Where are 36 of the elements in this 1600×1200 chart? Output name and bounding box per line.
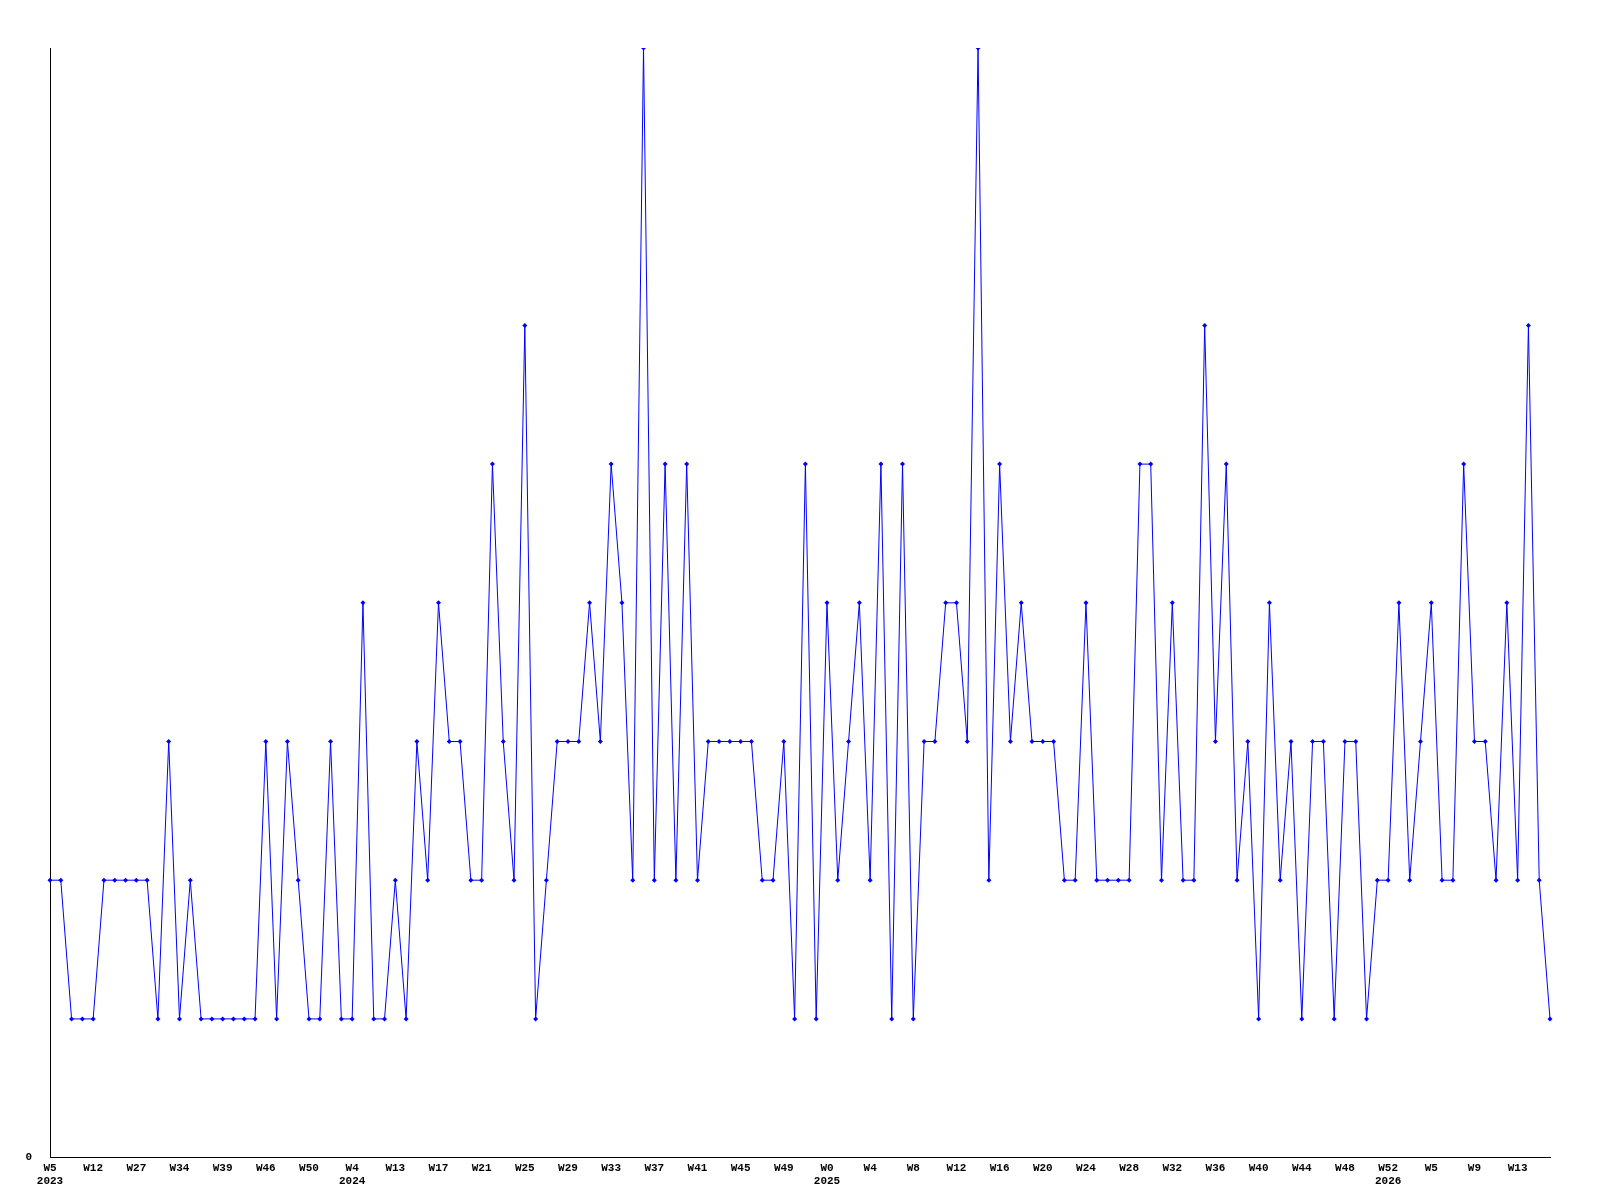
x-tick-label: W0 2025: [813, 1161, 841, 1188]
x-tick-label: W16: [989, 1161, 1010, 1174]
x-tick-label: W5: [1424, 1161, 1439, 1174]
x-tick-label: W4: [863, 1161, 878, 1174]
x-tick-label: W37: [644, 1161, 665, 1174]
x-tick-label: W13: [385, 1161, 406, 1174]
x-tick-label: W44: [1291, 1161, 1313, 1174]
x-tick-label: W34: [169, 1161, 190, 1174]
x-tick-label: W32: [1162, 1161, 1183, 1174]
x-tick-label: W45: [730, 1161, 751, 1174]
x-tick-label: W24: [1076, 1161, 1097, 1174]
x-tick-label: W40: [1248, 1161, 1269, 1174]
x-tick-label: W9: [1467, 1161, 1482, 1174]
x-tick-label: W33: [601, 1161, 622, 1174]
x-tick-label: W21: [471, 1161, 492, 1174]
text: 0: [25, 1151, 32, 1164]
x-tick-label: W12: [946, 1161, 967, 1174]
x-tick-label: W49: [773, 1161, 794, 1174]
x-tick-label: W48: [1335, 1161, 1356, 1174]
x-tick-label: W8: [906, 1161, 921, 1174]
x-tick-label: W36: [1205, 1161, 1226, 1174]
x-tick-label: W29: [558, 1161, 578, 1174]
x-tick-label: W25: [514, 1161, 536, 1174]
x-tick-label: W20: [1032, 1161, 1053, 1174]
x-tick-label: W41: [687, 1161, 708, 1174]
x-tick-label: W17: [428, 1161, 449, 1174]
x-tick-label: W12: [83, 1161, 104, 1174]
x-tick-label: W27: [126, 1161, 147, 1174]
x-tick-label: W4 2024: [338, 1161, 366, 1188]
x-tick-label: W46: [255, 1161, 276, 1174]
x-tick-label: W39: [212, 1161, 233, 1174]
x-tick-label: W50: [299, 1161, 319, 1174]
x-tick-label: W13: [1507, 1161, 1528, 1174]
x-tick-label: W52 2026: [1374, 1161, 1402, 1188]
x-tick-label: W28: [1119, 1161, 1140, 1174]
x-tick-label: W5 2023: [36, 1161, 64, 1188]
